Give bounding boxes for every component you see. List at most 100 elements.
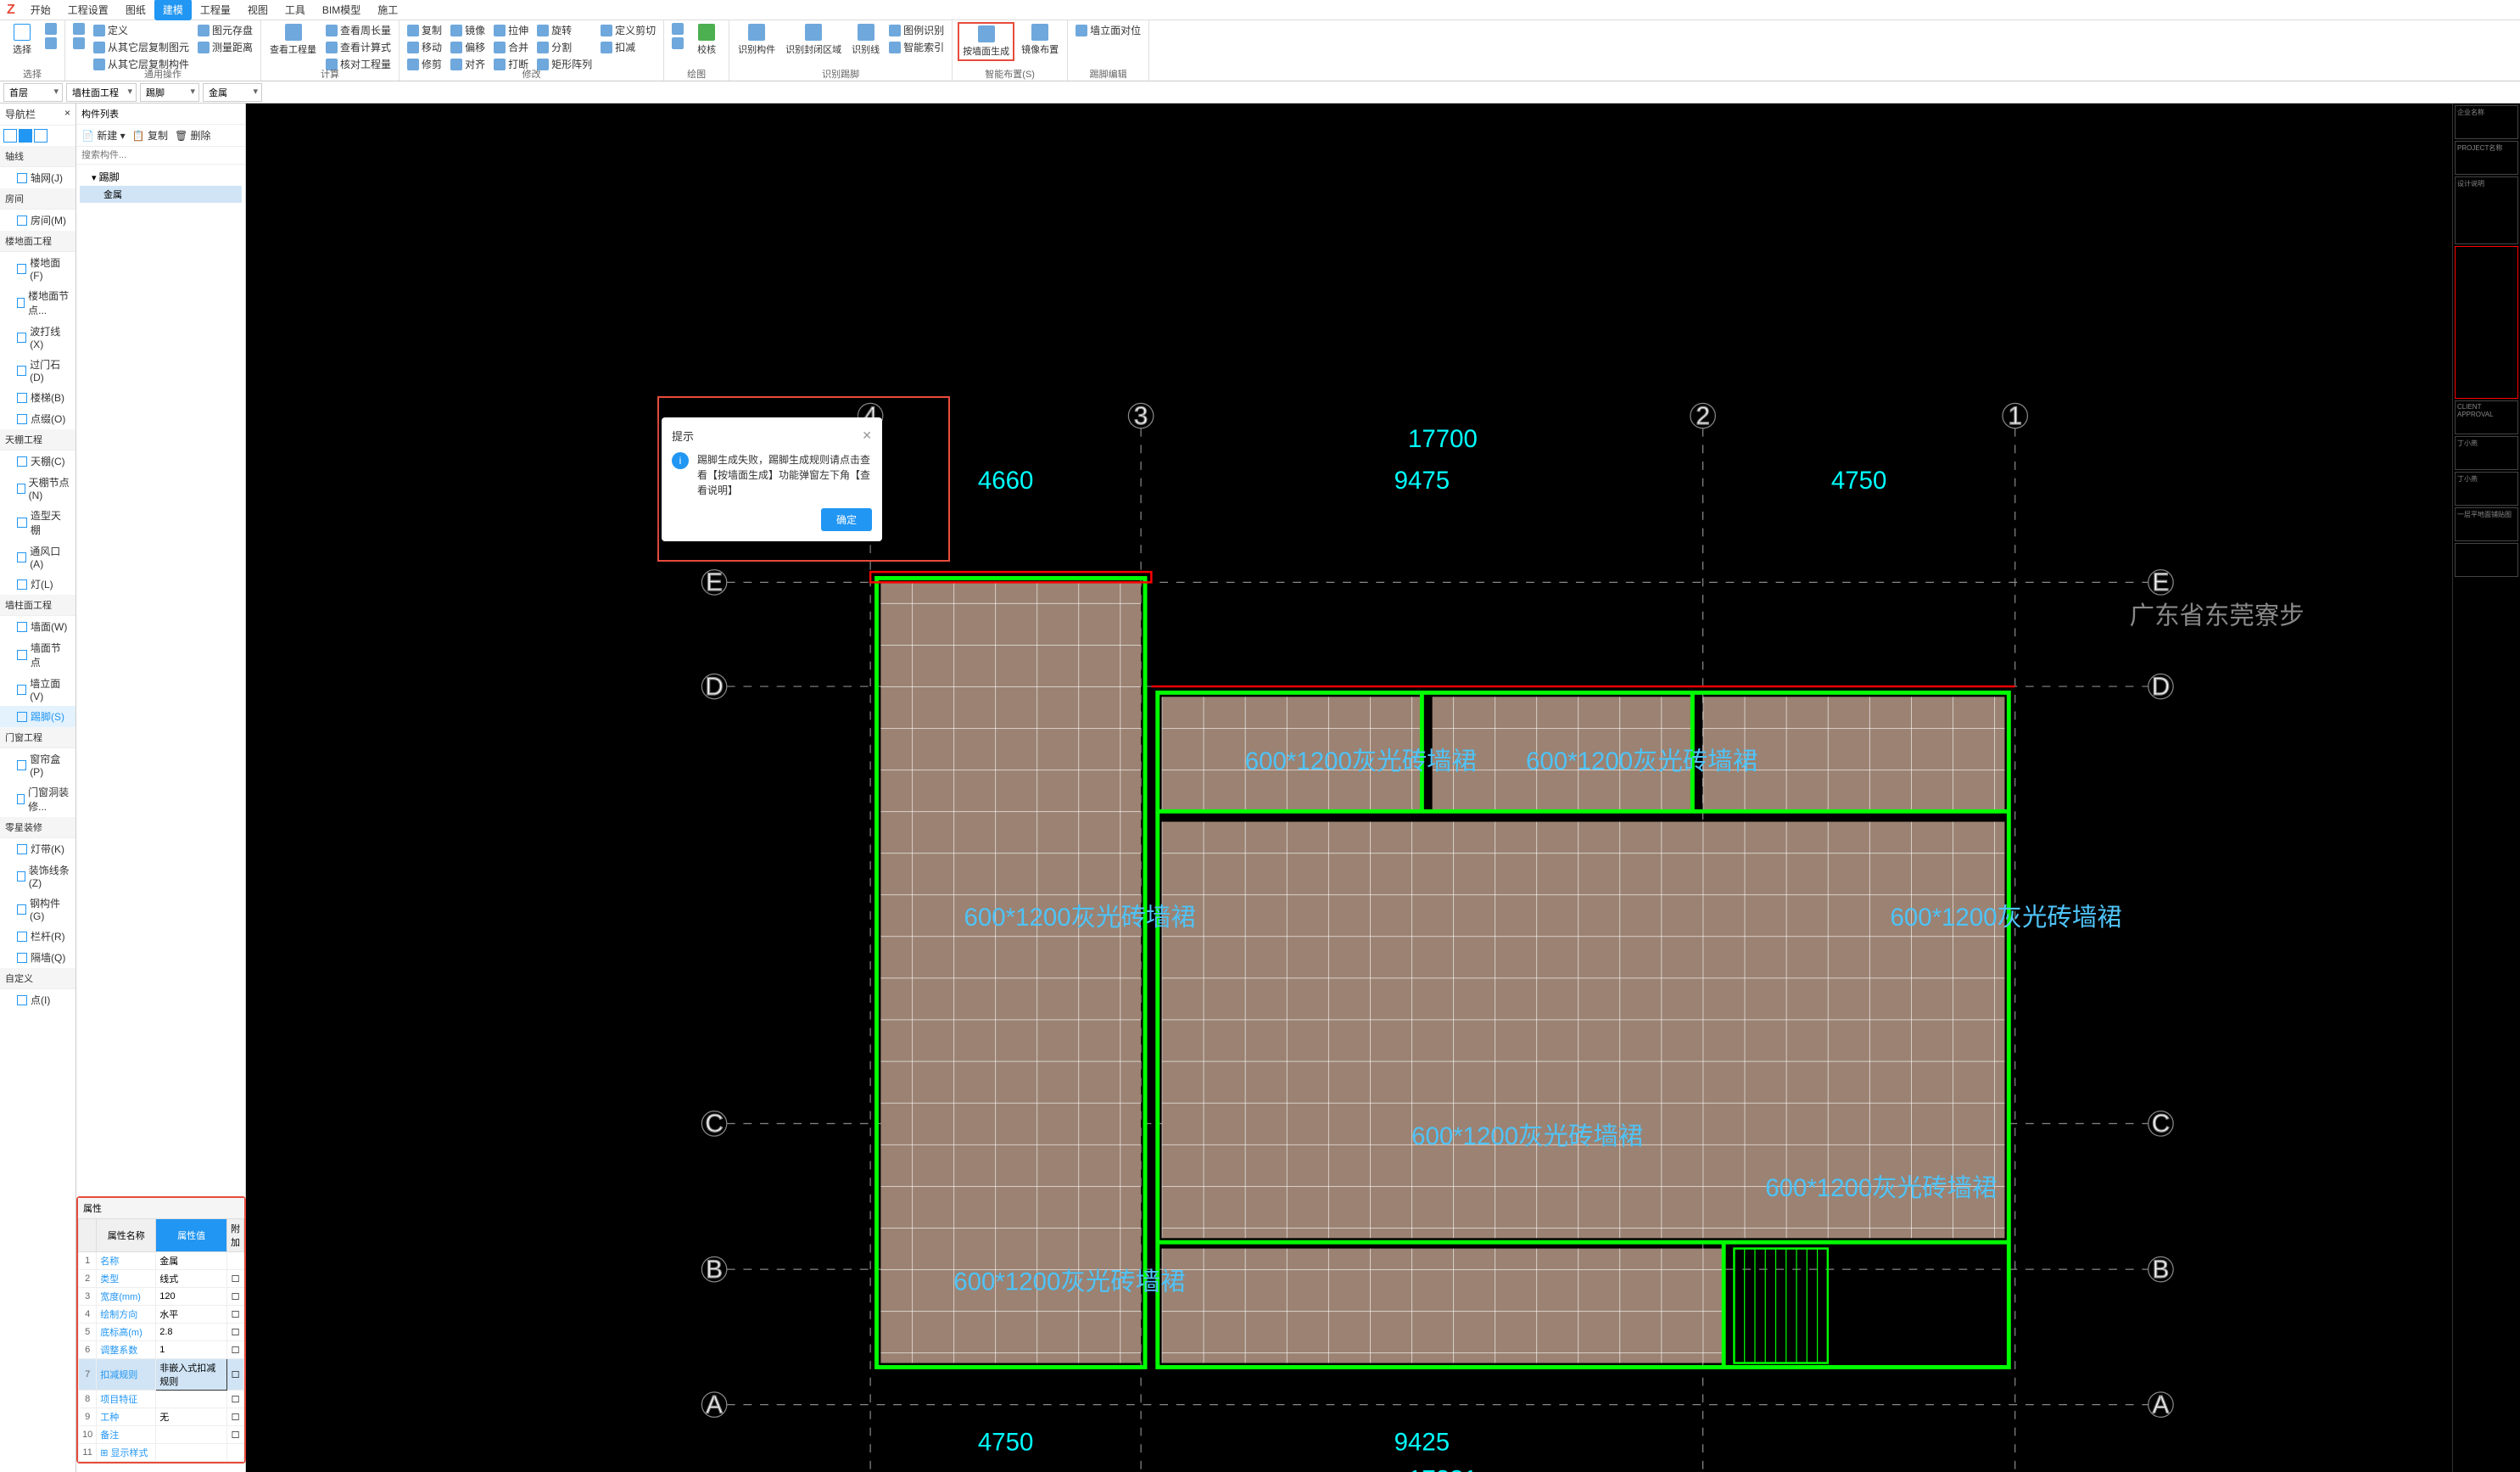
- nav-section[interactable]: 天棚工程: [0, 429, 75, 451]
- close-icon[interactable]: ✕: [862, 428, 872, 443]
- table-row[interactable]: 4绘制方向水平☐: [79, 1306, 244, 1324]
- gen-by-wall-button[interactable]: 按墙面生成: [958, 22, 1014, 61]
- tab-view[interactable]: 视图: [239, 0, 277, 20]
- nav-item[interactable]: 房间(M): [0, 210, 75, 231]
- prop-value[interactable]: 120: [156, 1288, 227, 1306]
- tab-quantity[interactable]: 工程量: [192, 0, 239, 20]
- nav-item[interactable]: 波打线(X): [0, 321, 75, 354]
- table-row[interactable]: 6调整系数1☐: [79, 1341, 244, 1359]
- drawing-canvas[interactable]: 4 3 2 1 4 3 2 1 E D C B A E D C B A: [246, 104, 2452, 1472]
- prop-value[interactable]: 2.8: [156, 1324, 227, 1341]
- nav-section[interactable]: 门窗工程: [0, 727, 75, 748]
- view-grid-icon[interactable]: [34, 129, 47, 143]
- prop-checkbox[interactable]: ☐: [227, 1324, 244, 1341]
- new-button[interactable]: 📄 新建 ▾: [81, 128, 126, 143]
- search-input[interactable]: [76, 147, 245, 165]
- table-row[interactable]: 5底标高(m)2.8☐: [79, 1324, 244, 1341]
- mod-copy[interactable]: 复制: [405, 22, 444, 38]
- nav-item[interactable]: 点缀(O): [0, 408, 75, 429]
- calc-item0[interactable]: 查看周长量: [323, 22, 394, 38]
- wall-align[interactable]: 墙立面对位: [1073, 22, 1143, 38]
- save-elem[interactable]: 图元存盘: [195, 22, 255, 38]
- nav-section[interactable]: 楼地面工程: [0, 231, 75, 252]
- prop-checkbox[interactable]: [227, 1252, 244, 1270]
- tab-modeling[interactable]: 建模: [154, 0, 192, 20]
- legend-rec[interactable]: 图例识别: [886, 22, 947, 38]
- prop-value[interactable]: 线式: [156, 1270, 227, 1288]
- define-item[interactable]: 定义: [91, 22, 192, 38]
- nav-section[interactable]: 轴线: [0, 146, 75, 167]
- ok-button[interactable]: 确定: [821, 508, 872, 531]
- mod-mirror[interactable]: 镜像: [448, 22, 488, 38]
- nav-section[interactable]: 零星装修: [0, 817, 75, 838]
- nav-item[interactable]: 通风口(A): [0, 540, 75, 574]
- type-selector[interactable]: 踢脚: [140, 83, 199, 102]
- nav-item[interactable]: 墙面节点: [0, 637, 75, 673]
- mirror-layout-button[interactable]: 镜像布置: [1018, 22, 1062, 58]
- nav-item[interactable]: 门窗洞装修...: [0, 781, 75, 817]
- prop-checkbox[interactable]: ☐: [227, 1408, 244, 1426]
- prop-checkbox[interactable]: ☐: [227, 1288, 244, 1306]
- nav-item[interactable]: 楼地面节点...: [0, 285, 75, 321]
- copy-button[interactable]: 📋 复制: [132, 128, 168, 143]
- rec-comp-button[interactable]: 识别构件: [735, 22, 779, 58]
- table-row[interactable]: 8项目特征☐: [79, 1391, 244, 1408]
- delete-button[interactable]: 🗑 删除: [175, 128, 211, 143]
- table-row[interactable]: 3宽度(mm)120☐: [79, 1288, 244, 1306]
- rec-area-button[interactable]: 识别封闭区域: [782, 22, 845, 58]
- view-list-icon[interactable]: [3, 129, 17, 143]
- prop-value[interactable]: 无: [156, 1408, 227, 1426]
- nav-item[interactable]: 栏杆(R): [0, 926, 75, 947]
- floor-selector[interactable]: 首层: [3, 83, 63, 102]
- mod-cut[interactable]: 定义剪切: [598, 22, 658, 38]
- prop-value[interactable]: 金属: [156, 1252, 227, 1270]
- table-row[interactable]: 11⊞ 显示样式: [79, 1444, 244, 1462]
- nav-item[interactable]: 装饰线条(Z): [0, 859, 75, 893]
- material-selector[interactable]: 金属: [203, 83, 262, 102]
- measure-dist[interactable]: 测量距离: [195, 39, 255, 55]
- prop-value[interactable]: 非嵌入式扣减规则: [156, 1359, 227, 1391]
- col-value[interactable]: 属性值: [156, 1219, 227, 1252]
- tab-bim[interactable]: BIM模型: [314, 0, 369, 20]
- nav-item[interactable]: 天棚节点(N): [0, 472, 75, 505]
- copy-elem1[interactable]: [70, 22, 87, 36]
- nav-item[interactable]: 隔墙(Q): [0, 947, 75, 968]
- table-row[interactable]: 9工种无☐: [79, 1408, 244, 1426]
- smart-index[interactable]: 智能索引: [886, 39, 947, 55]
- prop-value[interactable]: [156, 1426, 227, 1444]
- mod-split[interactable]: 分割: [534, 39, 595, 55]
- select-alt[interactable]: [42, 22, 59, 36]
- tab-settings[interactable]: 工程设置: [59, 0, 117, 20]
- nav-item[interactable]: 造型天棚: [0, 505, 75, 540]
- prop-value[interactable]: 1: [156, 1341, 227, 1359]
- copy-elem2[interactable]: [70, 36, 87, 50]
- tab-start[interactable]: 开始: [22, 0, 59, 20]
- prop-checkbox[interactable]: ☐: [227, 1359, 244, 1391]
- nav-item[interactable]: 天棚(C): [0, 451, 75, 472]
- nav-section[interactable]: 自定义: [0, 968, 75, 989]
- tab-drawings[interactable]: 图纸: [117, 0, 154, 20]
- mod-deduct[interactable]: 扣减: [598, 39, 658, 55]
- mod-extend[interactable]: 合并: [491, 39, 531, 55]
- nav-item[interactable]: 钢构件(G): [0, 893, 75, 926]
- prop-checkbox[interactable]: ☐: [227, 1341, 244, 1359]
- nav-item[interactable]: 灯(L): [0, 574, 75, 595]
- col-add[interactable]: 附加: [227, 1219, 244, 1252]
- prop-value[interactable]: [156, 1444, 227, 1462]
- nav-item[interactable]: 楼地面(F): [0, 252, 75, 285]
- nav-item[interactable]: 点(I): [0, 989, 75, 1010]
- nav-item[interactable]: 墙面(W): [0, 616, 75, 637]
- nav-item[interactable]: 踢脚(S): [0, 706, 75, 727]
- select-button[interactable]: 选择: [5, 22, 39, 58]
- draw-rect[interactable]: [669, 36, 686, 50]
- category-selector[interactable]: 墙柱面工程: [66, 83, 137, 102]
- mod-rotate[interactable]: 旋转: [534, 22, 595, 38]
- rec-line-button[interactable]: 识别线: [848, 22, 883, 58]
- prop-value[interactable]: [156, 1391, 227, 1408]
- nav-item[interactable]: 楼梯(B): [0, 387, 75, 408]
- nav-item[interactable]: 墙立面(V): [0, 673, 75, 706]
- view-qty-button[interactable]: 查看工程量: [266, 22, 320, 58]
- table-row[interactable]: 2类型线式☐: [79, 1270, 244, 1288]
- select-alt2[interactable]: [42, 36, 59, 50]
- close-icon[interactable]: ×: [64, 107, 70, 121]
